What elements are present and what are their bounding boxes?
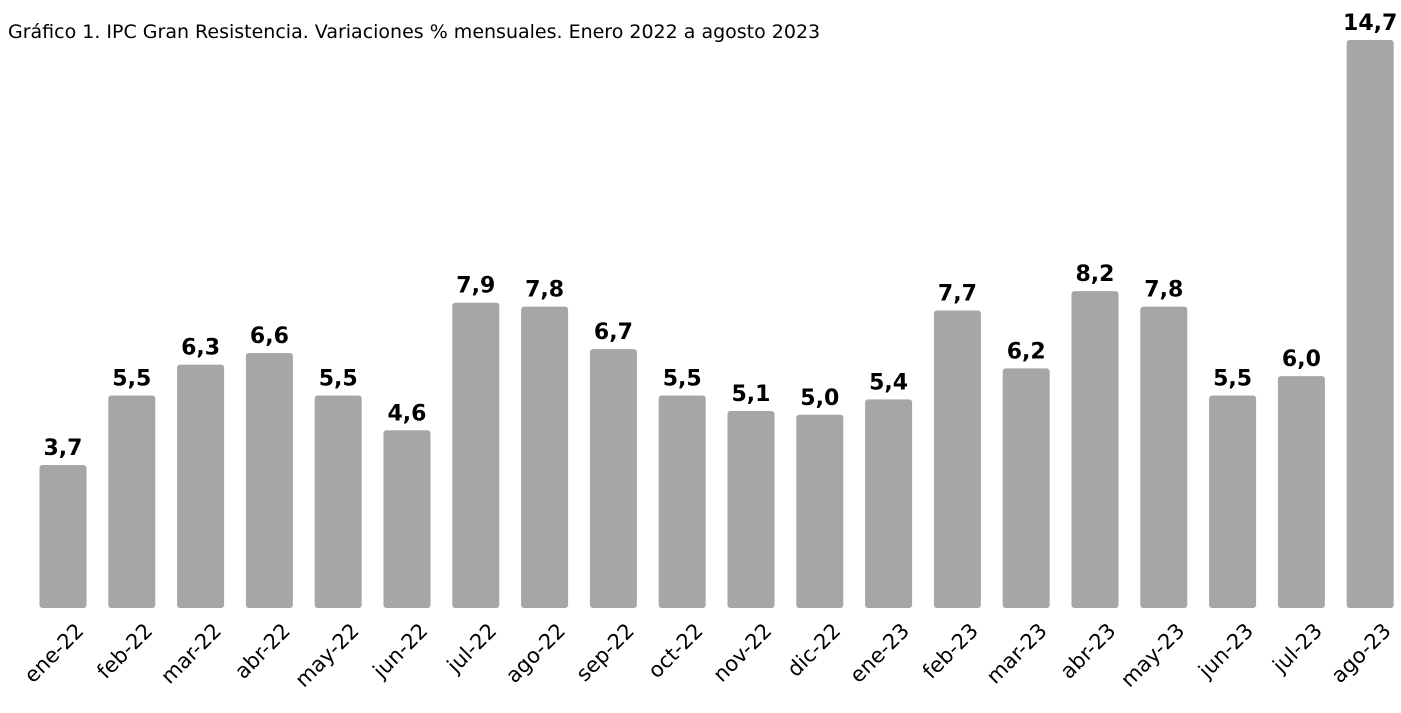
x-tick-label: jul-23 <box>1267 619 1327 679</box>
bar <box>1346 40 1394 608</box>
bar <box>39 465 87 608</box>
value-label: 5,5 <box>319 366 358 391</box>
x-tick-label: mar-23 <box>982 619 1052 689</box>
x-tick-label: may-23 <box>1116 619 1189 692</box>
bar <box>521 306 569 608</box>
value-label: 5,5 <box>663 366 702 391</box>
value-label: 4,6 <box>388 401 427 426</box>
bar <box>589 349 637 608</box>
bar <box>1071 291 1119 608</box>
value-label: 6,7 <box>594 320 633 345</box>
value-label: 5,5 <box>112 366 151 391</box>
bar <box>796 414 844 608</box>
value-label: 8,2 <box>1076 262 1115 287</box>
bar <box>1277 376 1325 608</box>
bar <box>177 364 225 608</box>
x-tick-label: ene-23 <box>845 619 914 688</box>
x-tick-label: ago-22 <box>501 619 570 688</box>
bar <box>1209 395 1257 608</box>
x-tick-label: mar-22 <box>156 619 226 689</box>
value-label: 7,7 <box>938 281 977 306</box>
bar <box>383 430 431 608</box>
bar <box>1002 368 1050 608</box>
x-tick-label: jun-23 <box>1193 619 1258 684</box>
x-tick-label: dic-22 <box>782 619 845 682</box>
chart-title: Gráfico 1. IPC Gran Resistencia. Variaci… <box>8 21 820 43</box>
x-tick-label: feb-22 <box>92 619 157 684</box>
bar <box>1140 306 1188 608</box>
x-tick-label: jun-22 <box>368 619 433 684</box>
x-tick-label: sep-22 <box>571 619 639 687</box>
bar <box>658 395 706 608</box>
value-label: 5,4 <box>869 370 908 395</box>
value-label: 14,7 <box>1343 11 1397 36</box>
bar <box>865 399 913 608</box>
value-label: 7,8 <box>1144 278 1183 303</box>
bar <box>452 302 500 608</box>
x-tick-label: jul-22 <box>442 619 502 679</box>
bar <box>933 310 981 608</box>
bar <box>727 410 775 608</box>
value-label: 6,0 <box>1282 347 1321 372</box>
bar <box>245 352 293 608</box>
value-label: 6,3 <box>181 336 220 361</box>
x-tick-label: nov-22 <box>708 619 776 687</box>
bar <box>314 395 362 608</box>
x-tick-label: oct-22 <box>643 619 707 683</box>
value-label: 6,2 <box>1007 339 1046 364</box>
bar <box>108 395 156 608</box>
value-label: 5,0 <box>800 386 839 411</box>
x-tick-label: abr-22 <box>230 619 295 684</box>
value-label: 7,8 <box>525 278 564 303</box>
value-label: 5,5 <box>1213 366 1252 391</box>
value-label: 6,6 <box>250 324 289 349</box>
x-tick-label: feb-23 <box>918 619 983 684</box>
x-tick-label: abr-23 <box>1056 619 1121 684</box>
x-tick-label: ene-22 <box>20 619 89 688</box>
x-tick-label: may-22 <box>290 619 363 692</box>
value-label: 7,9 <box>456 274 495 299</box>
value-label: 3,7 <box>44 436 83 461</box>
value-label: 5,1 <box>732 382 771 407</box>
x-tick-label: ago-23 <box>1327 619 1396 688</box>
